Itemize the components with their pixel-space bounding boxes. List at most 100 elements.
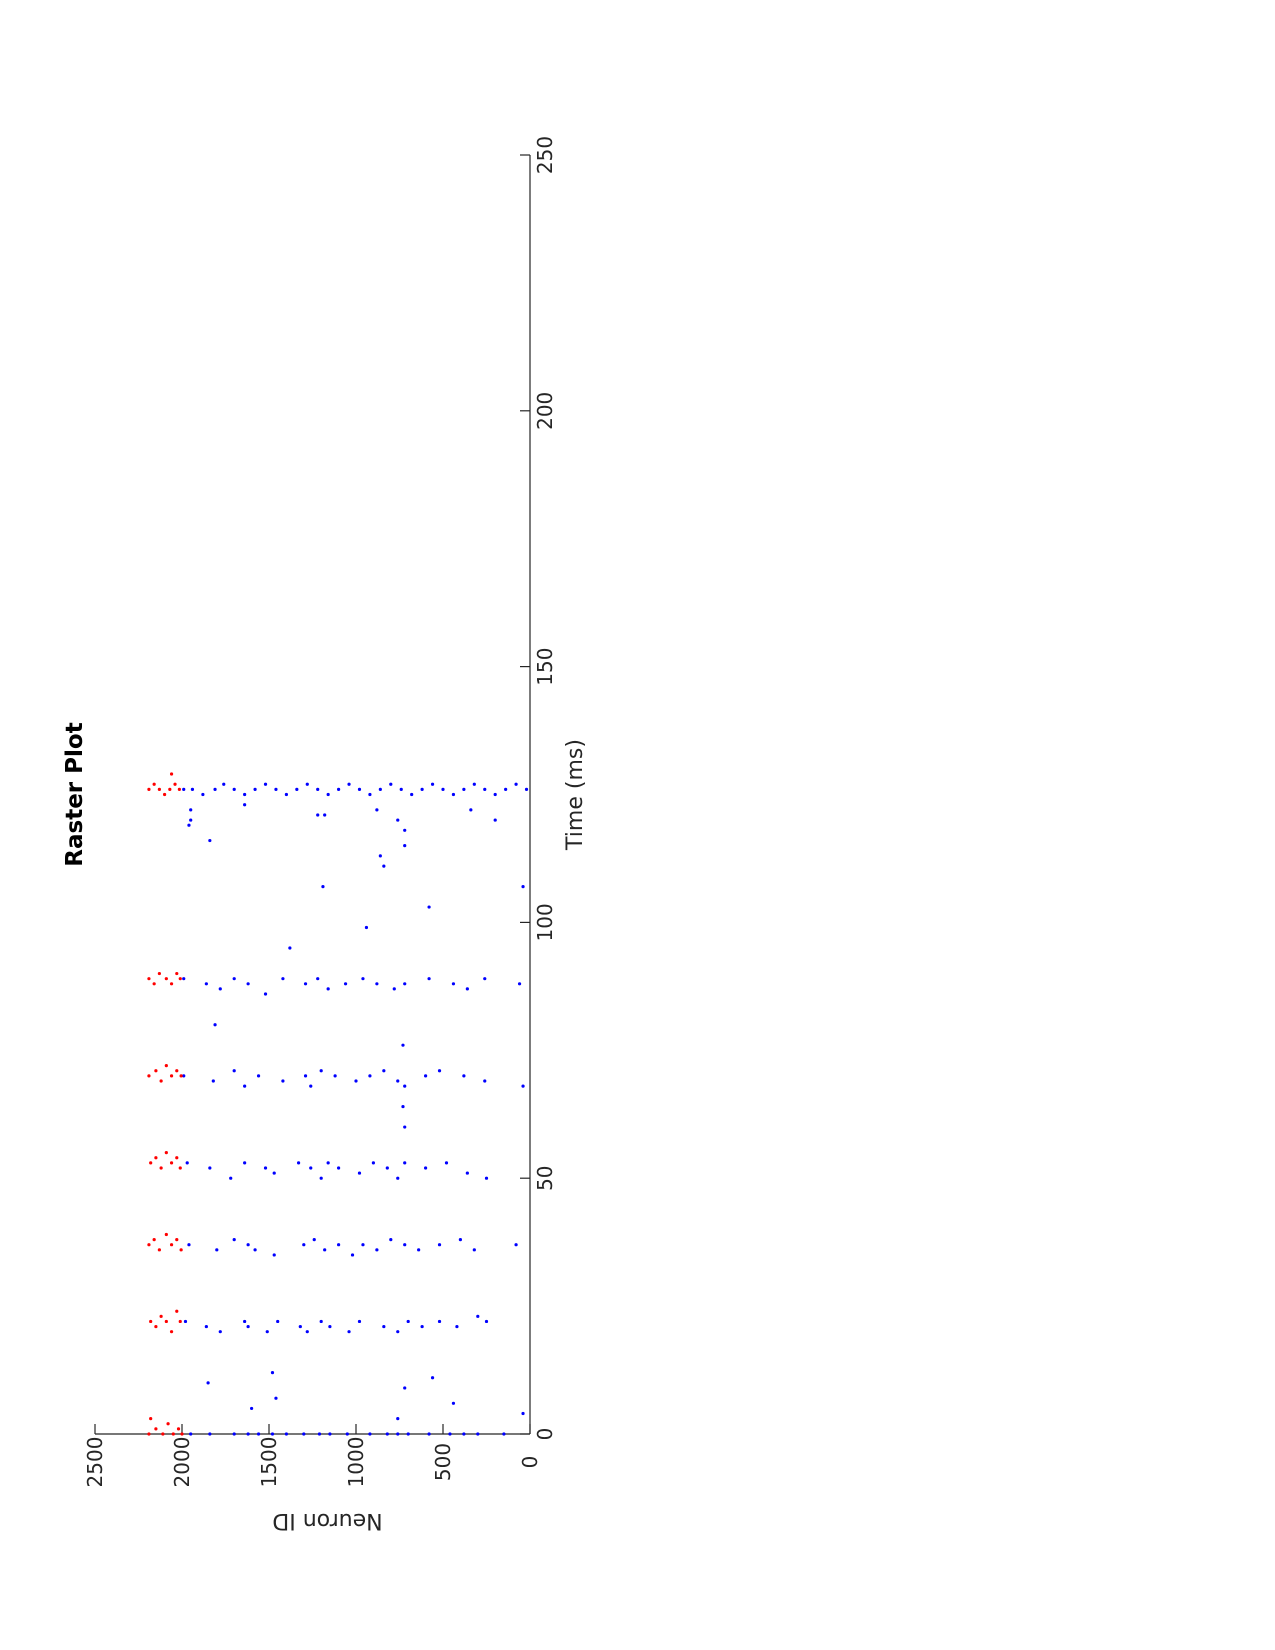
spike-point: [281, 977, 285, 981]
spike-point: [189, 808, 193, 812]
spike-point: [437, 1069, 442, 1073]
spike-point: [164, 1319, 168, 1324]
spike-point: [157, 1248, 161, 1252]
spike-point: [368, 792, 372, 797]
x-axis-ticks: 0 50 100 150 200 250: [520, 136, 557, 1440]
spike-point: [284, 1432, 288, 1436]
spike-point: [521, 884, 525, 889]
spike-point: [175, 1156, 179, 1160]
spike-point: [256, 1432, 261, 1436]
spike-point: [465, 1171, 469, 1175]
spike-point: [472, 1248, 476, 1252]
spike-point: [337, 1243, 341, 1247]
spike-point: [288, 946, 292, 950]
spike-point: [328, 1432, 332, 1436]
spike-point: [354, 1079, 358, 1083]
spike-point: [302, 1243, 306, 1247]
spike-point: [298, 1324, 302, 1329]
spike-point: [177, 787, 181, 791]
spike-point: [206, 1381, 210, 1385]
spike-point: [368, 1074, 372, 1078]
spike-point: [190, 787, 195, 791]
spike-point: [427, 977, 431, 981]
spike-point: [451, 982, 456, 986]
spike-point: [502, 1432, 506, 1436]
spike-point: [403, 982, 407, 986]
spike-point: [164, 1151, 168, 1155]
spike-point: [403, 844, 407, 848]
spike-point: [396, 1176, 400, 1180]
x-tick-label: 250: [533, 136, 557, 174]
spike-point: [375, 808, 379, 812]
spike-point: [462, 1432, 466, 1436]
spike-point: [187, 1243, 191, 1247]
spike-point: [455, 1324, 459, 1329]
plot-area: 0 50 100 150 200 250 0 500 1000 1500 2000 2500: [83, 136, 557, 1488]
spike-point: [437, 1243, 442, 1247]
spike-point: [403, 828, 407, 832]
spike-point: [152, 782, 156, 786]
spike-point: [164, 977, 168, 981]
spike-point: [350, 1253, 355, 1257]
spike-point: [147, 787, 151, 791]
spike-point: [303, 982, 308, 986]
spike-point: [305, 1330, 309, 1334]
spike-point: [382, 864, 386, 868]
spike-point: [389, 1237, 393, 1242]
spike-point: [180, 1432, 184, 1436]
spike-point: [154, 1156, 158, 1160]
spike-point: [270, 1432, 275, 1436]
spike-point: [164, 1232, 168, 1237]
spike-point: [396, 818, 400, 822]
spike-point: [232, 787, 236, 791]
spike-point: [147, 1074, 151, 1078]
spike-point: [243, 1084, 247, 1088]
spike-point: [187, 823, 191, 827]
spike-point: [378, 787, 382, 791]
spike-point: [462, 787, 466, 791]
spike-point: [357, 1171, 362, 1175]
spike-point: [345, 1432, 349, 1436]
spike-point: [157, 971, 161, 976]
spike-point: [232, 977, 236, 981]
spike-point: [179, 1248, 183, 1252]
x-tick-label: 200: [533, 392, 557, 430]
spike-point: [430, 1376, 435, 1380]
spike-point: [246, 1432, 250, 1436]
spike-point: [175, 1237, 179, 1242]
spike-point: [175, 971, 179, 976]
spike-point: [169, 1330, 174, 1334]
spike-point: [364, 925, 369, 930]
spike-point: [347, 782, 351, 786]
spike-point: [256, 1074, 261, 1078]
x-axis-title: Time (ms): [563, 739, 588, 851]
spike-point: [430, 782, 435, 786]
spike-point: [215, 1248, 219, 1252]
spike-point: [154, 1427, 158, 1431]
spike-point: [444, 1161, 449, 1165]
spike-point: [253, 1248, 257, 1252]
spike-point: [246, 982, 250, 986]
spike-point: [309, 1166, 313, 1170]
spike-point: [166, 1422, 170, 1426]
spike-point: [246, 1243, 250, 1247]
spike-point: [424, 1074, 428, 1078]
spike-point: [385, 1166, 389, 1170]
spike-point: [326, 1161, 330, 1165]
spike-point: [448, 1432, 452, 1436]
spike-point: [213, 787, 217, 791]
spike-point: [154, 1069, 158, 1073]
spike-point: [316, 787, 320, 791]
spike-point: [403, 1243, 407, 1247]
spike-point: [323, 813, 327, 817]
spike-point: [343, 982, 348, 986]
spike-point: [484, 1176, 489, 1180]
spike-point: [182, 977, 186, 981]
spike-point: [399, 787, 403, 791]
spike-point: [424, 1166, 428, 1170]
spike-point: [316, 813, 320, 817]
spike-point: [263, 1166, 268, 1170]
spike-point: [389, 782, 393, 786]
spike-point: [185, 1161, 189, 1165]
spike-point: [333, 1074, 337, 1078]
